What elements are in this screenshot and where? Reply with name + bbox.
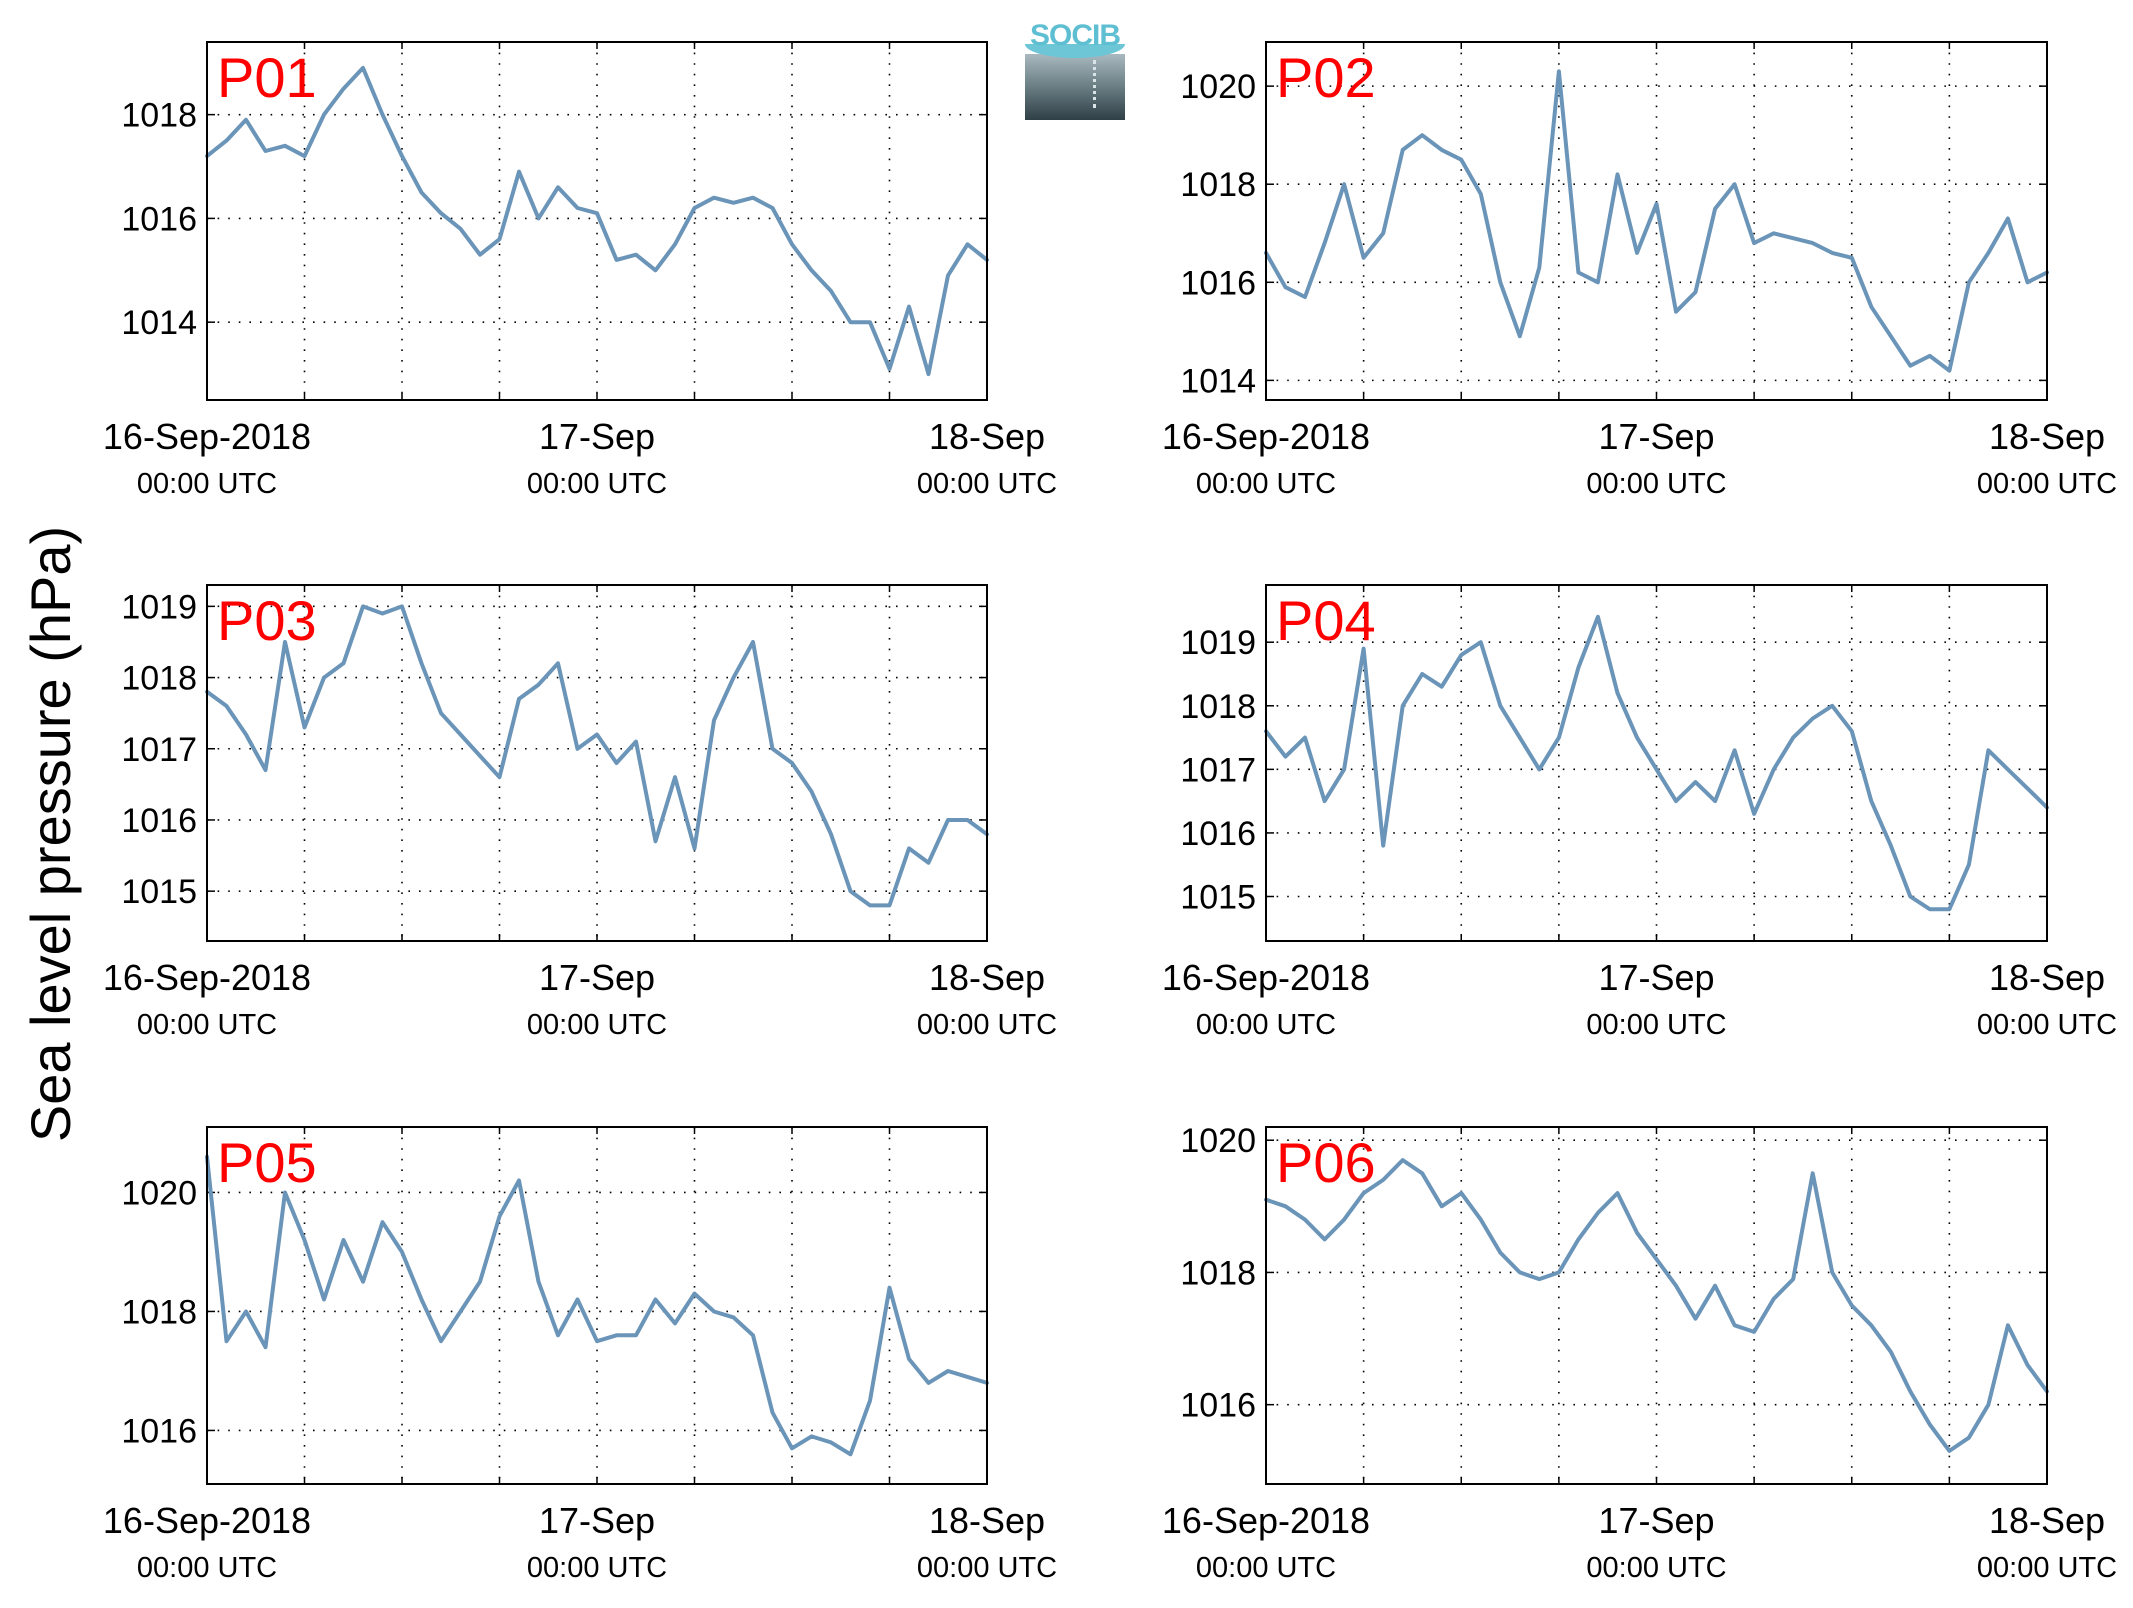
x-tick-label: 16-Sep-2018: [1162, 416, 1370, 457]
x-tick-label: 17-Sep: [1598, 1500, 1714, 1541]
panel-p03: 1015 1016 1017 1018 1019 16-Sep-2018 00:00 UTC…: [103, 584, 1057, 1041]
x-tick-sublabel: 00:00 UTC: [137, 468, 277, 500]
y-tick-label: 1016: [121, 1412, 197, 1450]
x-tick-sublabel: 00:00 UTC: [1977, 468, 2117, 500]
panel-title: P01: [217, 46, 317, 109]
x-tick-label: 18-Sep: [1989, 1500, 2105, 1541]
x-tick-label: 18-Sep: [1989, 957, 2105, 998]
y-tick-label: 1018: [1180, 688, 1256, 726]
x-tick-sublabel: 00:00 UTC: [1586, 1552, 1726, 1584]
y-tick-label: 1018: [1180, 1254, 1256, 1292]
y-tick-label: 1017: [121, 731, 197, 769]
y-tick-label: 1018: [121, 660, 197, 698]
x-tick-label: 18-Sep: [1989, 416, 2105, 457]
x-tick-label: 16-Sep-2018: [1162, 957, 1370, 998]
x-tick-label: 17-Sep: [539, 1500, 655, 1541]
x-tick-sublabel: 00:00 UTC: [917, 468, 1057, 500]
y-tick-label: 1016: [1180, 264, 1256, 302]
figure-ylabel: Sea level pressure (hPa): [19, 526, 82, 1142]
y-tick-label: 1014: [1180, 362, 1256, 400]
series-line: [1264, 69, 2049, 373]
x-tick-label: 16-Sep-2018: [1162, 1500, 1370, 1541]
x-tick-label: 17-Sep: [1598, 416, 1714, 457]
panel-p05: 1016 1018 1020 16-Sep-2018 00:00 UTC 17-Sep 00…: [103, 1126, 1057, 1584]
x-tick-sublabel: 00:00 UTC: [137, 1009, 277, 1041]
x-tick-label: 18-Sep: [929, 1500, 1045, 1541]
x-tick-sublabel: 00:00 UTC: [917, 1552, 1057, 1584]
panel-title: P02: [1276, 46, 1376, 109]
panel-title: P06: [1276, 1131, 1376, 1194]
series-line: [1264, 614, 2049, 912]
x-tick-sublabel: 00:00 UTC: [1196, 1009, 1336, 1041]
y-tick-label: 1015: [121, 873, 197, 911]
x-tick-label: 17-Sep: [539, 416, 655, 457]
y-tick-label: 1016: [1180, 815, 1256, 853]
y-tick-label: 1018: [121, 97, 197, 135]
x-tick-sublabel: 00:00 UTC: [1586, 468, 1726, 500]
axes-frame: [1265, 1126, 2048, 1485]
y-tick-label: 1019: [1180, 624, 1256, 662]
x-tick-sublabel: 00:00 UTC: [527, 1009, 667, 1041]
logo-text: SOCIB: [1029, 19, 1121, 52]
axes-frame: [206, 1126, 988, 1485]
socib-logo: SOCIB: [1025, 20, 1125, 120]
y-tick-label: 1015: [1180, 879, 1256, 917]
y-tick-label: 1020: [1180, 68, 1256, 106]
x-tick-sublabel: 00:00 UTC: [1196, 1552, 1336, 1584]
x-tick-label: 18-Sep: [929, 957, 1045, 998]
x-tick-sublabel: 00:00 UTC: [527, 1552, 667, 1584]
axes-frame: [1265, 584, 2048, 942]
x-tick-sublabel: 00:00 UTC: [1196, 468, 1336, 500]
x-tick-label: 17-Sep: [1598, 957, 1714, 998]
y-tick-label: 1014: [121, 304, 197, 342]
series-line: [205, 604, 989, 908]
x-tick-label: 18-Sep: [929, 416, 1045, 457]
x-tick-sublabel: 00:00 UTC: [527, 468, 667, 500]
panel-p06: 1016 1018 1020 16-Sep-2018 00:00 UTC 17-Sep 00…: [1162, 1122, 2117, 1584]
logo-dots: [1093, 60, 1096, 108]
y-tick-label: 1016: [121, 802, 197, 840]
y-tick-label: 1016: [1180, 1387, 1256, 1425]
axes-frame: [206, 41, 988, 401]
series-line: [1264, 1158, 2049, 1453]
x-tick-sublabel: 00:00 UTC: [137, 1552, 277, 1584]
x-tick-label: 17-Sep: [539, 957, 655, 998]
y-tick-label: 1018: [1180, 166, 1256, 204]
x-tick-label: 16-Sep-2018: [103, 1500, 311, 1541]
y-tick-label: 1018: [121, 1293, 197, 1331]
y-tick-label: 1019: [121, 588, 197, 626]
x-tick-label: 16-Sep-2018: [103, 957, 311, 998]
logo-box: [1025, 54, 1125, 120]
series-line: [205, 65, 989, 377]
axes-frame: [206, 584, 988, 942]
logo-wave: [1025, 44, 1125, 58]
panel-p02: 1014 1016 1018 1020 16-Sep-2018 00:00 UTC 17-S…: [1162, 41, 2117, 500]
panel-title: P04: [1276, 589, 1376, 652]
y-tick-label: 1017: [1180, 751, 1256, 789]
x-tick-sublabel: 00:00 UTC: [917, 1009, 1057, 1041]
panel-title: P05: [217, 1131, 317, 1194]
axes-frame: [1265, 41, 2048, 401]
panel-p04: 1015 1016 1017 1018 1019 16-Sep-2018 00:00 UTC…: [1162, 584, 2117, 1041]
x-tick-sublabel: 00:00 UTC: [1977, 1552, 2117, 1584]
y-tick-label: 1020: [121, 1174, 197, 1212]
x-tick-sublabel: 00:00 UTC: [1586, 1009, 1726, 1041]
series-line: [205, 1154, 989, 1457]
x-tick-label: 16-Sep-2018: [103, 416, 311, 457]
y-tick-label: 1016: [121, 200, 197, 238]
y-tick-label: 1020: [1180, 1122, 1256, 1160]
x-tick-sublabel: 00:00 UTC: [1977, 1009, 2117, 1041]
panel-title: P03: [217, 589, 317, 652]
panel-p01: 1014 1016 1018 16-Sep-2018 00:00 UTC 17-Sep 00…: [103, 41, 1057, 500]
panels: 1014 1016 1018 16-Sep-2018 00:00 UTC 17-Sep 00…: [103, 41, 2117, 1584]
